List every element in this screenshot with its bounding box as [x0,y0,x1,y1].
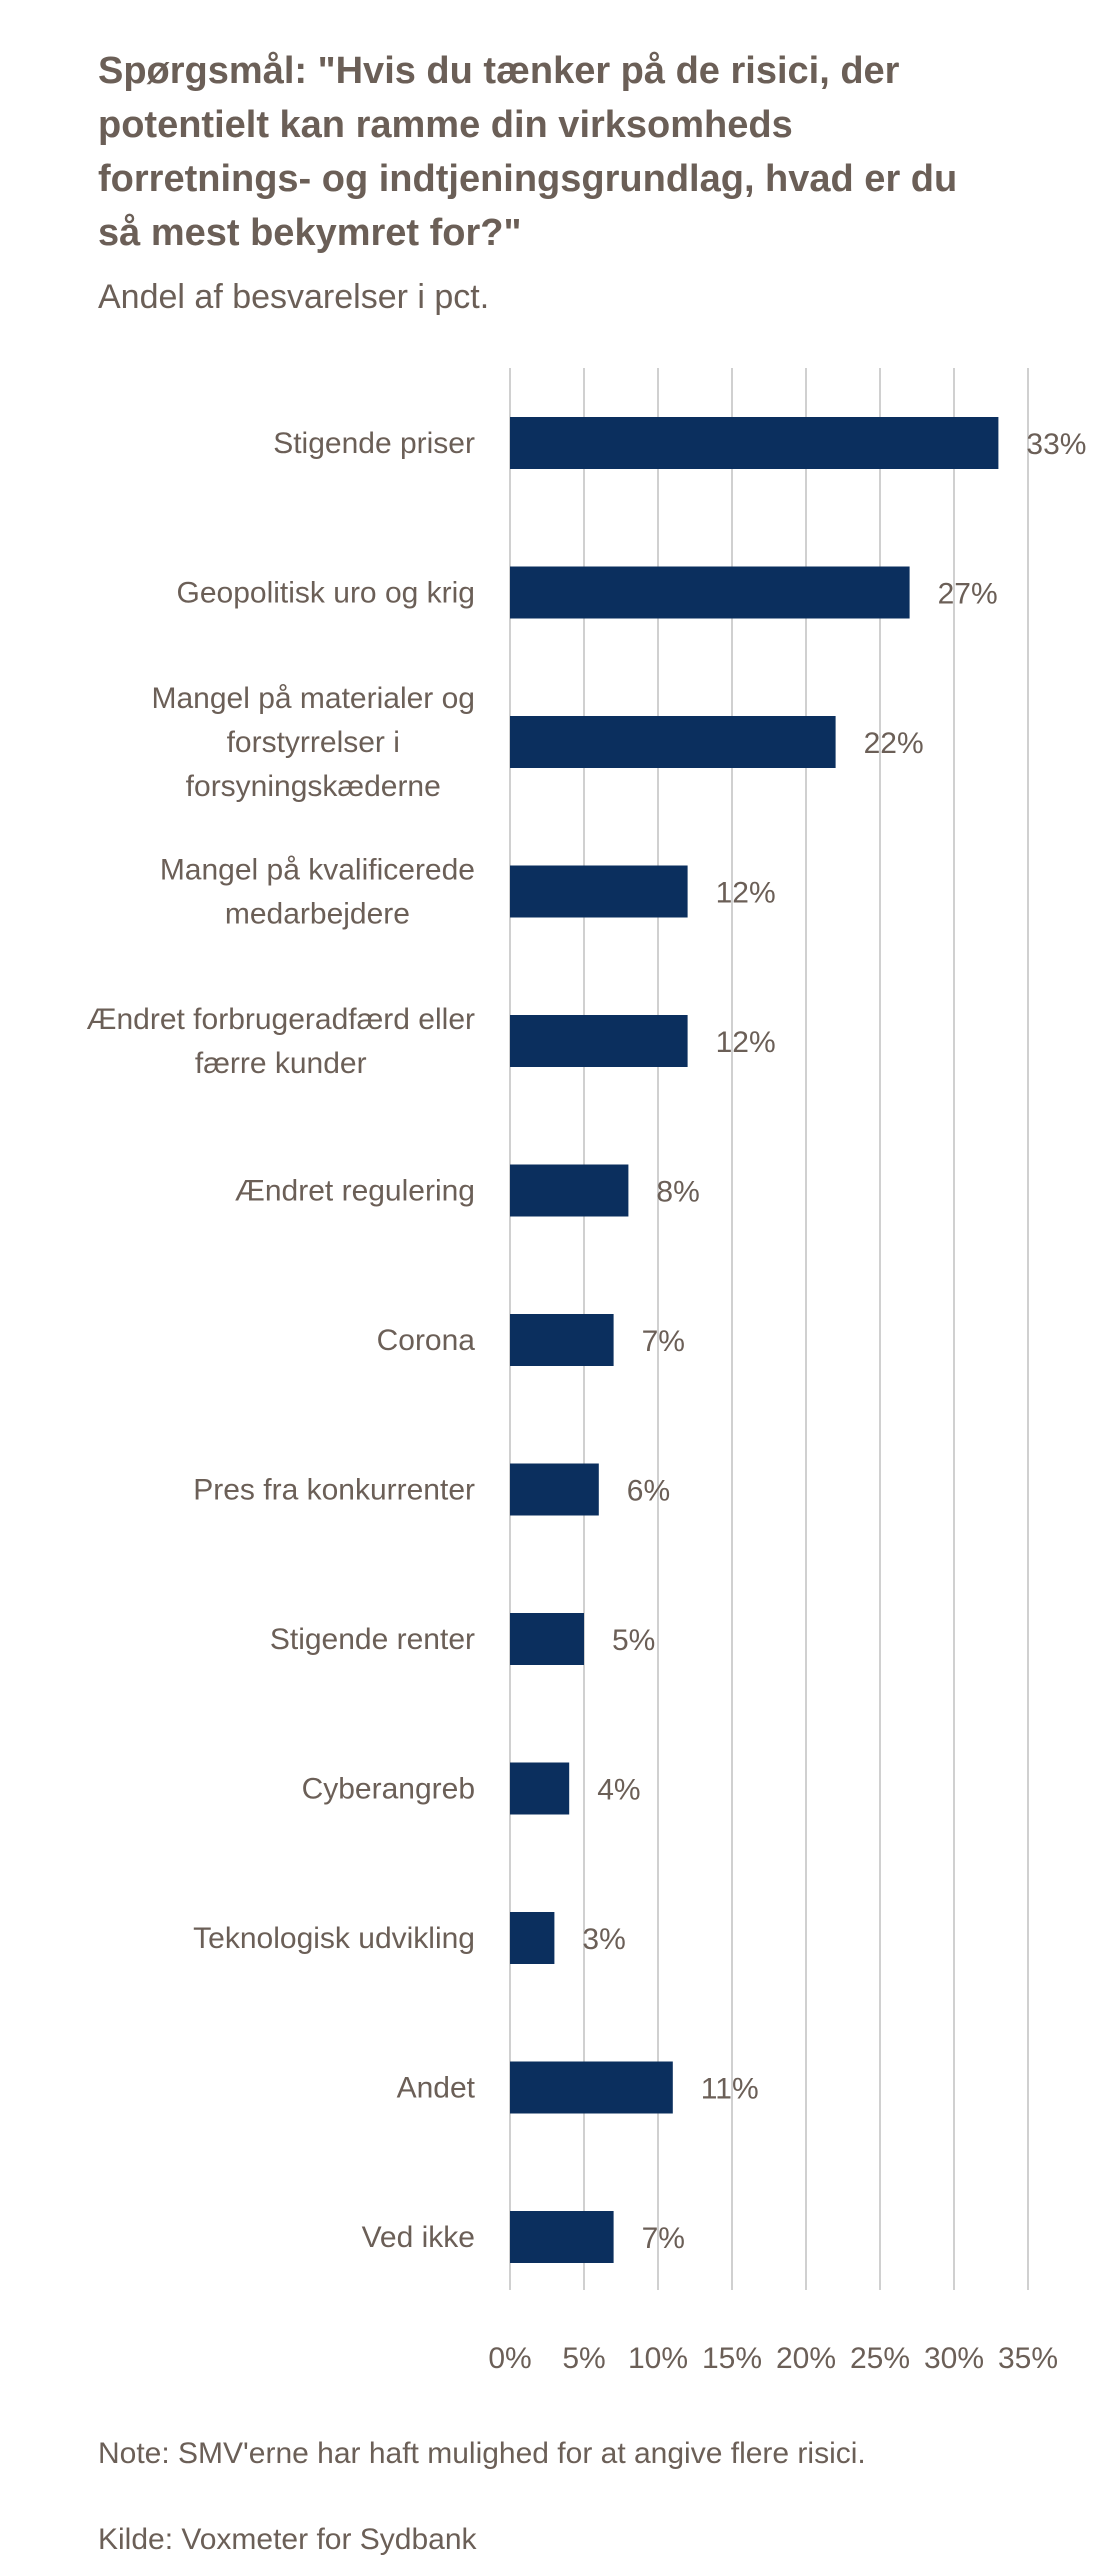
data-label: 4% [597,1774,640,1807]
bar [510,2061,673,2114]
bar-chart: 0% 5% 10% 15% 20% 25% 30% 35% Stigende priser 33%… [86,368,1086,2375]
x-tick-label: 30% [924,2342,984,2375]
category-label: Stigende priser [273,427,475,460]
x-tick-label: 10% [628,2342,688,2375]
data-label: 8% [656,1176,699,1209]
category-label: Mangel på kvalificerede medarbejdere [160,854,475,931]
category-label: Cyberangreb [302,1773,475,1806]
category-label: Corona [377,1324,476,1357]
data-label: 7% [642,2222,685,2255]
x-tick-label: 0% [488,2342,531,2375]
data-label: 5% [612,1624,655,1657]
data-label: 27% [938,578,998,611]
x-tick-label: 15% [702,2342,762,2375]
x-tick-label: 25% [850,2342,910,2375]
bar [510,1613,584,1665]
category-label: Pres fra konkurrenter [193,1474,475,1507]
bar [510,865,688,918]
bar [510,1164,629,1217]
category-label: Geopolitisk uro og krig [177,577,475,610]
bar [510,716,836,768]
category-label: Stigende renter [270,1623,475,1656]
bar [510,1015,688,1067]
chart-title: Spørgsmål: "Hvis du tænker på de risici,… [98,50,958,254]
chart-source: Kilde: Voxmeter for Sydbank [98,2523,477,2556]
category-label: Mangel på materialer og forstyrrelser i fo… [151,682,475,803]
data-label: 3% [582,1923,625,1956]
bar [510,566,910,619]
bar [510,417,999,469]
bar [510,1912,555,1964]
x-tick-label: 5% [562,2342,605,2375]
chart-note: Note: SMV'erne har haft mulighed for at … [98,2437,866,2470]
chart-subtitle: Andel af besvarelser i pct. [98,278,490,316]
bar [510,2211,614,2263]
data-label: 22% [864,727,924,760]
data-label: 11% [701,2073,759,2106]
data-label: 6% [627,1475,670,1508]
category-label: Ændret regulering [235,1175,475,1208]
category-label: Ændret forbrugeradfærd eller færre kunder [86,1003,475,1080]
x-tick-label: 20% [776,2342,836,2375]
category-label: Teknologisk udvikling [193,1922,475,1955]
category-label: Ved ikke [362,2221,475,2254]
data-label: 12% [716,877,776,910]
data-label: 12% [716,1026,776,1059]
bar [510,1463,599,1516]
x-tick-label: 35% [998,2342,1058,2375]
bar [510,1314,614,1366]
data-label: 33% [1026,428,1086,461]
data-label: 7% [642,1325,685,1358]
category-label: Andet [397,2072,476,2105]
bar [510,1762,570,1815]
